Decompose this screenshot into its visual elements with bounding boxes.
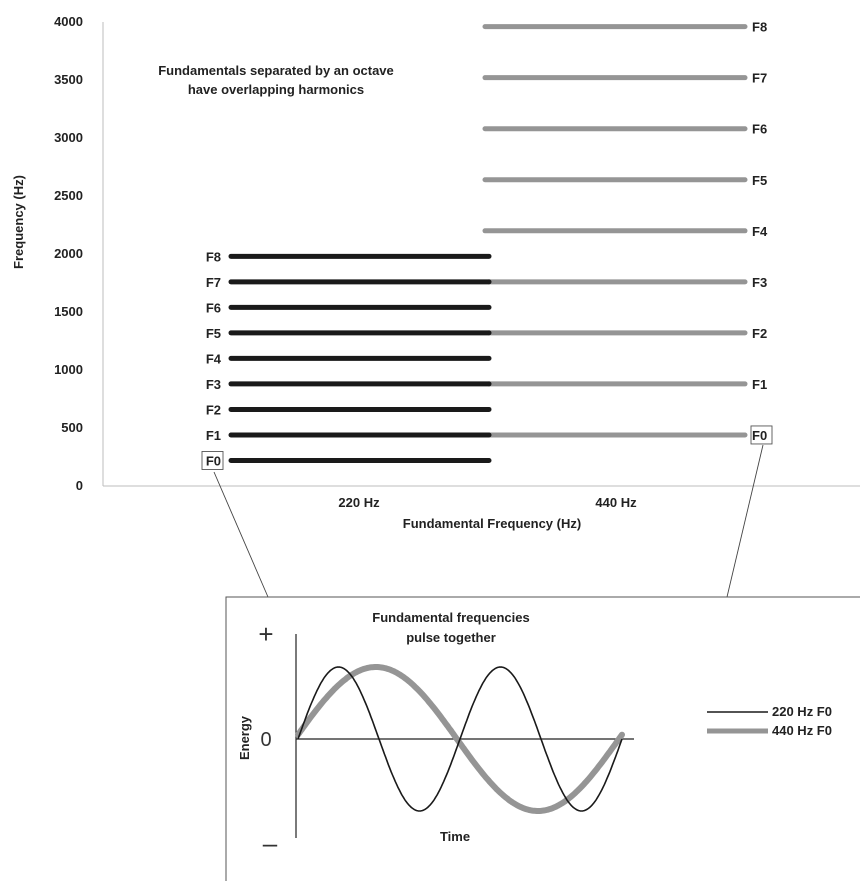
y-tick-label: 1500: [54, 304, 83, 319]
legend-label-440: 440 Hz F0: [772, 723, 832, 738]
y-tick-label: 2000: [54, 246, 83, 261]
harmonic-label-440-f0: F0: [752, 428, 767, 443]
harmonic-label-440-f3: F3: [752, 275, 767, 290]
y-tick-label: 0: [76, 478, 83, 493]
harmonic-label-220-f3: F3: [206, 377, 221, 392]
y-tick-label: 4000: [54, 14, 83, 29]
harmonic-label-220-f8: F8: [206, 249, 221, 264]
y-tick-label: 500: [61, 420, 83, 435]
waveforms: [295, 664, 625, 814]
x-tick-label-440: 440 Hz: [595, 495, 637, 510]
harmonic-label-440-f1: F1: [752, 377, 767, 392]
x-tick-label-220: 220 Hz: [338, 495, 380, 510]
f0-box-220: [201, 451, 224, 470]
connector-line-right: [726, 444, 764, 598]
legend: 220 Hz F0 440 Hz F0: [707, 704, 832, 738]
harmonic-label-440-f8: F8: [752, 20, 767, 35]
y-tick-label: 3500: [54, 72, 83, 87]
harmonic-label-220-f6: F6: [206, 300, 221, 315]
harmonic-label-220-f4: F4: [206, 351, 222, 366]
y-tick-label: 1000: [54, 362, 83, 377]
y-tick-label: 3000: [54, 130, 83, 145]
harmonic-label-220-f0: F0: [206, 453, 221, 468]
connector-line-left: [213, 471, 269, 598]
energy-zero-label: 0: [260, 729, 271, 751]
harmonic-label-220-f5: F5: [206, 326, 221, 341]
harmonic-label-220-f7: F7: [206, 275, 221, 290]
f0-box-440: [750, 425, 773, 445]
harmonic-lines: [228, 24, 748, 463]
legend-label-220: 220 Hz F0: [772, 704, 832, 719]
waveform-220-hz: [297, 666, 623, 812]
y-tick-labels: 0 500 1000 1500 2000 2500 3000 3500 4000: [54, 14, 83, 493]
energy-plus-label: +: [258, 619, 273, 649]
harmonic-label-220-f1: F1: [206, 428, 221, 443]
inset-frame: [225, 596, 860, 881]
y-axis-label: Frequency (Hz): [11, 175, 26, 269]
inset-x-axis-label: Time: [440, 829, 470, 844]
inset-annotation-line-2: pulse together: [406, 630, 496, 645]
harmonic-labels: F0 F1 F2 F3 F4 F5 F6 F7 F8 F0 F1 F2 F3 F4 F5 F6 F7 F8: [201, 20, 773, 470]
inset-y-axis-label: Energy: [237, 715, 252, 760]
inset-annotation-line-1: Fundamental frequencies: [372, 610, 529, 625]
harmonic-label-440-f4: F4: [752, 224, 768, 239]
harmonic-label-440-f5: F5: [752, 173, 767, 188]
x-axis-label: Fundamental Frequency (Hz): [403, 516, 581, 531]
harmonic-label-440-f2: F2: [752, 326, 767, 341]
annotation-line-2: have overlapping harmonics: [188, 82, 364, 97]
waveform-inset: Fundamental frequencies pulse together +…: [225, 596, 860, 881]
y-tick-label: 2500: [54, 188, 83, 203]
energy-minus-label: –: [263, 828, 278, 858]
harmonic-label-220-f2: F2: [206, 402, 221, 417]
harmonics-chart: 0 500 1000 1500 2000 2500 3000 3500 4000 Frequen…: [11, 14, 860, 531]
harmonic-label-440-f6: F6: [752, 122, 767, 137]
harmonic-label-440-f7: F7: [752, 71, 767, 86]
annotation-line-1: Fundamentals separated by an octave: [158, 63, 394, 78]
waveform-440-hz: [295, 664, 625, 814]
